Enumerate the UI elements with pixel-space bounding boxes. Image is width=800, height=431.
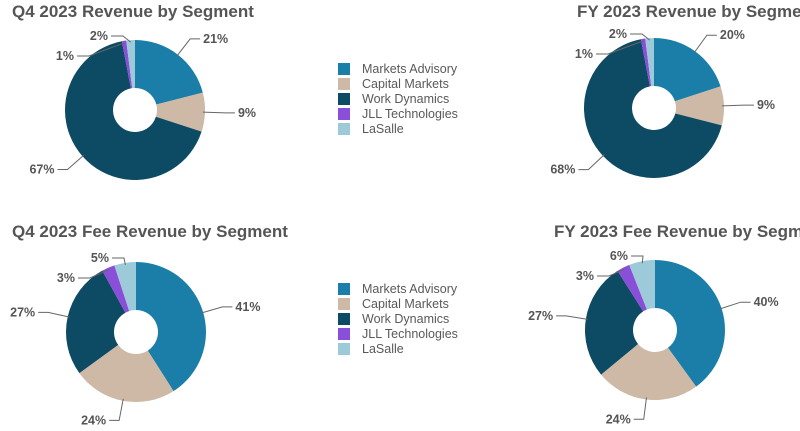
donut-slice-lasalle <box>126 40 135 89</box>
data-label: 40% <box>754 295 779 309</box>
legend-item: Capital Markets <box>338 76 458 91</box>
legend-item: JLL Technologies <box>338 326 458 341</box>
leader-line <box>578 154 605 171</box>
legend-item: LaSalle <box>338 121 458 136</box>
chart-title-q4-revenue: Q4 2023 Revenue by Segment <box>12 2 254 21</box>
legend-label: JLL Technologies <box>362 326 458 341</box>
donut-slice-work-dynamics <box>585 270 644 375</box>
donut-slice-capital-markets <box>674 86 724 126</box>
legend-swatch <box>338 342 350 355</box>
leader-line <box>176 38 201 57</box>
donut-slice-jll-technologies <box>640 38 652 87</box>
data-label: 24% <box>606 412 631 426</box>
legend-label: Capital Markets <box>362 296 449 311</box>
legend-item: Markets Advisory <box>338 281 458 296</box>
legend-label: Markets Advisory <box>362 281 458 296</box>
leader-line <box>202 111 235 114</box>
donut-slice-lasalle <box>114 262 136 312</box>
legend-label: Work Dynamics <box>362 311 450 326</box>
legend-label: Work Dynamics <box>362 91 450 106</box>
legend-label: LaSalle <box>362 121 404 136</box>
leader-line <box>201 306 233 314</box>
leader-line <box>693 34 717 54</box>
donut-slice-jll-technologies <box>102 265 130 313</box>
leader-line <box>112 257 126 265</box>
legend-item: Work Dynamics <box>338 311 458 326</box>
chart-title-fy-fee-revenue: FY 2023 Fee Revenue by Segment <box>554 222 800 241</box>
legend-swatch <box>338 312 350 325</box>
leader-line <box>556 315 588 320</box>
data-label: 2% <box>90 29 108 43</box>
data-label: 9% <box>757 98 775 112</box>
leader-line <box>77 42 125 57</box>
donut-slice-lasalle <box>629 260 655 310</box>
donut-slice-work-dynamics <box>66 270 126 374</box>
leader-line <box>111 35 132 43</box>
data-label: 68% <box>550 163 575 177</box>
leader-line <box>597 268 625 277</box>
data-label: 20% <box>720 28 745 42</box>
legend-item: JLL Technologies <box>338 106 458 121</box>
donut-slice-jll-technologies <box>617 264 647 312</box>
legend-swatch <box>338 327 350 340</box>
leader-line <box>630 33 651 41</box>
donut-slice-lasalle <box>645 38 654 87</box>
chart-title-fy-revenue: FY 2023 Revenue by Segment <box>577 2 800 21</box>
data-label: 27% <box>10 305 35 319</box>
data-label: 6% <box>610 249 628 263</box>
leader-line <box>633 397 647 420</box>
donut-slice-capital-markets <box>79 344 174 402</box>
legend-swatch <box>338 77 350 90</box>
legend-label: JLL Technologies <box>362 106 458 121</box>
leader-line <box>596 40 644 55</box>
leader-line <box>109 398 124 421</box>
legend-top: Markets Advisory Capital Markets Work Dyna… <box>338 61 458 136</box>
legend-swatch <box>338 107 350 120</box>
data-label: 1% <box>575 47 593 61</box>
legend-item: Work Dynamics <box>338 91 458 106</box>
donut-slice-capital-markets <box>155 92 205 132</box>
legend-swatch <box>338 92 350 105</box>
data-label: 3% <box>57 271 75 285</box>
legend-item: Markets Advisory <box>338 61 458 76</box>
data-label: 1% <box>56 49 74 63</box>
data-label: 27% <box>528 309 553 323</box>
data-label: 3% <box>576 269 594 283</box>
legend-item: LaSalle <box>338 341 458 356</box>
donut-slice-markets-advisory <box>653 38 721 102</box>
data-label: 41% <box>235 300 260 314</box>
donut-slice-markets-advisory <box>655 260 725 387</box>
leader-line <box>57 154 85 171</box>
leader-line <box>721 104 754 107</box>
legend-swatch <box>338 122 350 135</box>
leader-line <box>719 301 751 310</box>
donut-slice-capital-markets <box>601 344 697 400</box>
legend-swatch <box>338 62 350 75</box>
legend-label: LaSalle <box>362 341 404 356</box>
data-label: 67% <box>29 163 54 177</box>
donut-slice-work-dynamics <box>583 39 722 178</box>
donut-slice-jll-technologies <box>121 40 133 89</box>
donut-slice-markets-advisory <box>135 40 203 105</box>
data-label: 9% <box>238 106 256 120</box>
data-label: 24% <box>81 413 106 427</box>
chart-title-q4-fee-revenue: Q4 2023 Fee Revenue by Segment <box>12 222 288 241</box>
legend-swatch <box>338 297 350 310</box>
data-label: 21% <box>203 32 228 46</box>
donut-slice-markets-advisory <box>136 262 207 392</box>
leader-line <box>78 269 110 279</box>
leader-line <box>38 311 70 318</box>
legend-bottom: Markets Advisory Capital Markets Work Dyna… <box>338 281 458 356</box>
legend-item: Capital Markets <box>338 296 458 311</box>
legend-swatch <box>338 282 350 295</box>
donut-slice-work-dynamics <box>65 41 202 180</box>
leader-line <box>631 255 644 264</box>
data-label: 5% <box>91 251 109 265</box>
data-label: 2% <box>609 27 627 41</box>
legend-label: Capital Markets <box>362 76 449 91</box>
legend-label: Markets Advisory <box>362 61 458 76</box>
